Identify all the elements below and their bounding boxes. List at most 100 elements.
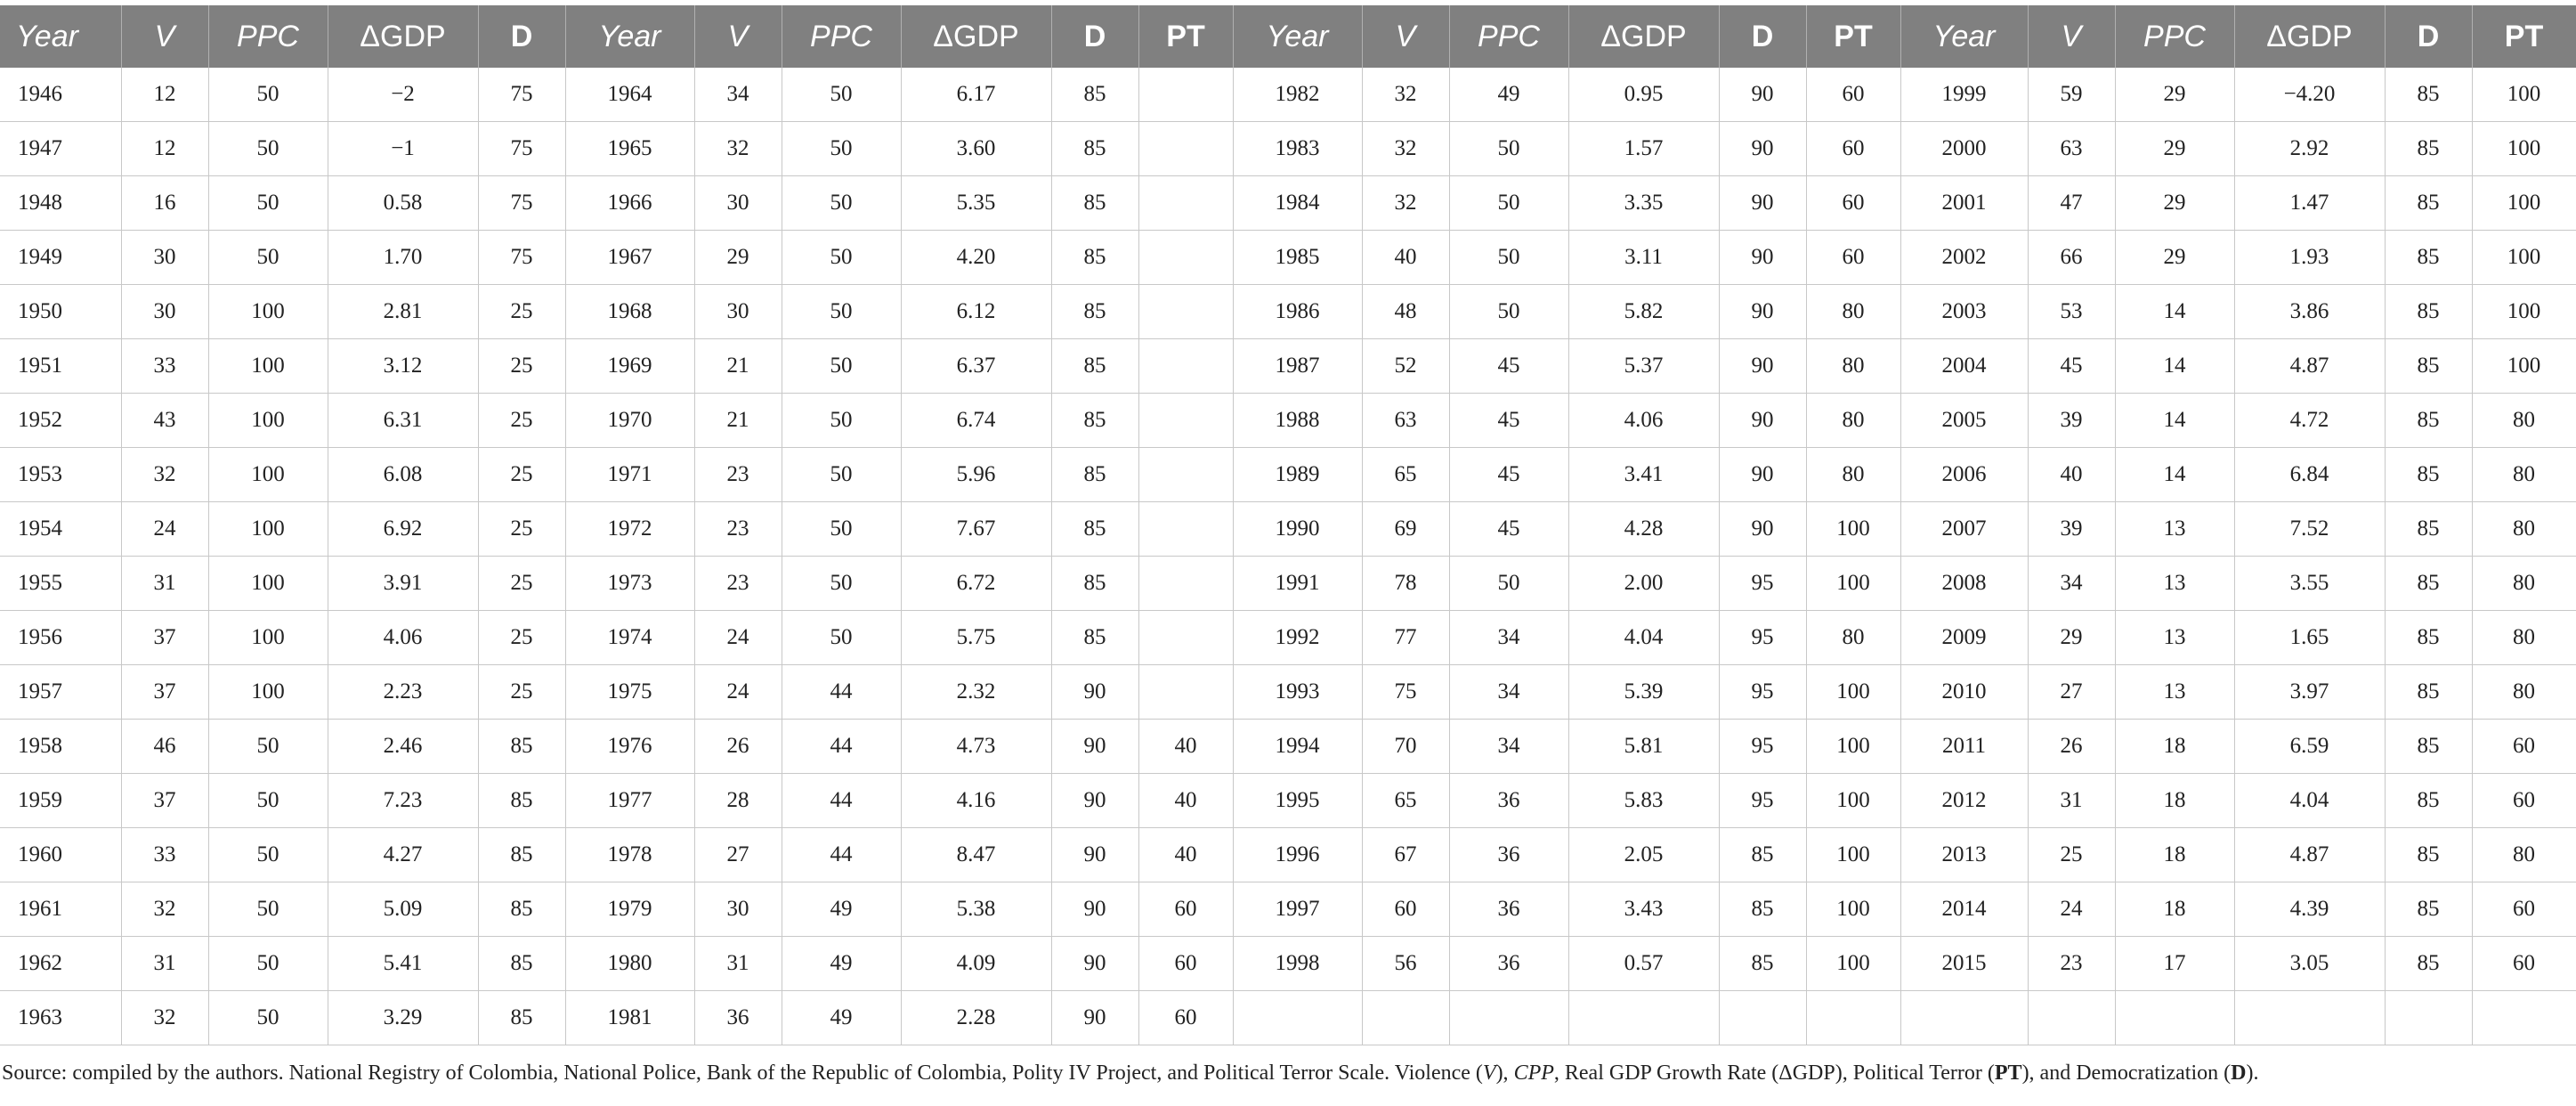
table-cell: 85 <box>1051 556 1139 611</box>
table-cell: 1984 <box>1233 175 1363 231</box>
table-cell: 50 <box>208 121 328 176</box>
column-header: Year <box>1900 5 2029 68</box>
table-cell: 60 <box>2472 882 2576 937</box>
table-cell: 14 <box>2115 393 2235 448</box>
column-header: ΔGDP <box>328 5 479 68</box>
table-cell <box>1138 447 1234 502</box>
table-cell: 2002 <box>1900 230 2029 285</box>
table-cell: 1985 <box>1233 230 1363 285</box>
table-cell: 1950 <box>0 284 122 339</box>
table-cell: 34 <box>2028 556 2116 611</box>
table-cell: 1996 <box>1233 827 1363 882</box>
table-cell: 1952 <box>0 393 122 448</box>
table-cell: 49 <box>782 882 902 937</box>
table-cell: 6.84 <box>2234 447 2386 502</box>
table-cell: 85 <box>1051 447 1139 502</box>
table-cell: 25 <box>478 610 566 665</box>
table-cell: 80 <box>2472 827 2576 882</box>
table-cell: 63 <box>2028 121 2116 176</box>
table-cell: 85 <box>1051 610 1139 665</box>
table-cell: 1947 <box>0 121 122 176</box>
table-cell: 16 <box>121 175 209 231</box>
table-cell: 60 <box>2472 936 2576 991</box>
table-cell: 21 <box>694 393 782 448</box>
table-cell: 5.81 <box>1568 719 1720 774</box>
table-cell: 69 <box>1362 501 1450 557</box>
table-cell: 1976 <box>565 719 695 774</box>
table-cell: 37 <box>121 610 209 665</box>
table-cell: 1962 <box>0 936 122 991</box>
table-cell: 3.86 <box>2234 284 2386 339</box>
table-cell: 1972 <box>565 501 695 557</box>
table-cell: 25 <box>478 393 566 448</box>
table-cell: −4.20 <box>2234 68 2386 122</box>
table-cell: 3.05 <box>2234 936 2386 991</box>
table-cell: 29 <box>694 230 782 285</box>
table-row: 1949 30 50 1.70 75 1967 29 50 4.20 85 1985 40 50 3.11… <box>0 230 2576 285</box>
table-cell: 60 <box>1806 68 1901 122</box>
table-cell: 18 <box>2115 719 2235 774</box>
table-cell: 13 <box>2115 664 2235 720</box>
table-cell: 4.73 <box>901 719 1052 774</box>
table-cell: 50 <box>208 990 328 1045</box>
column-header: V <box>121 5 209 68</box>
table-cell: 2012 <box>1900 773 2029 828</box>
header-row: Year V PPC ΔGDP D Year V PPC ΔGDP D PT Year V PPC ΔGDP… <box>0 5 2576 68</box>
table-cell: 90 <box>1051 882 1139 937</box>
table-cell: 27 <box>2028 664 2116 720</box>
table-cell: 2006 <box>1900 447 2029 502</box>
table-cell <box>1449 990 1569 1045</box>
table-cell: 13 <box>2115 501 2235 557</box>
column-header: D <box>478 5 566 68</box>
table-cell: 1987 <box>1233 338 1363 394</box>
table-cell: 78 <box>1362 556 1450 611</box>
table-cell: 6.37 <box>901 338 1052 394</box>
table-cell: 100 <box>2472 121 2576 176</box>
table-cell: 45 <box>1449 338 1569 394</box>
table-cell: 21 <box>694 338 782 394</box>
table-cell: 50 <box>208 68 328 122</box>
table-cell: 80 <box>1806 284 1901 339</box>
table-cell: 0.95 <box>1568 68 1720 122</box>
table-cell: 90 <box>1051 664 1139 720</box>
table-cell: 1948 <box>0 175 122 231</box>
table-row: 1957 37 100 2.23 25 1975 24 44 2.32 90 1993 75 34 5.3… <box>0 664 2576 720</box>
table-cell <box>2234 990 2386 1045</box>
data-table: Year V PPC ΔGDP D Year V PPC ΔGDP D PT Year V PPC ΔGDP… <box>0 5 2576 1045</box>
table-cell: 1971 <box>565 447 695 502</box>
table-cell: 29 <box>2115 230 2235 285</box>
table-cell: 85 <box>1719 936 1807 991</box>
table-cell: 36 <box>1449 827 1569 882</box>
table-cell: 37 <box>121 773 209 828</box>
table-row: 1961 32 50 5.09 85 1979 30 49 5.38 90 60 1997 60 36 3.… <box>0 882 2576 937</box>
table-cell: 50 <box>782 556 902 611</box>
table-cell: 100 <box>208 338 328 394</box>
table-cell: 70 <box>1362 719 1450 774</box>
table-cell: 2005 <box>1900 393 2029 448</box>
table-cell: 5.09 <box>328 882 479 937</box>
table-cell: 29 <box>2115 68 2235 122</box>
table-cell: 6.74 <box>901 393 1052 448</box>
table-cell: 4.04 <box>1568 610 1720 665</box>
table-cell <box>2472 990 2576 1045</box>
table-cell: 49 <box>782 936 902 991</box>
table-cell: 1.47 <box>2234 175 2386 231</box>
table-cell: 6.12 <box>901 284 1052 339</box>
table-cell: 7.23 <box>328 773 479 828</box>
table-row: 1950 30 100 2.81 25 1968 30 50 6.12 85 1986 48 50 5.8… <box>0 284 2576 339</box>
table-cell: 29 <box>2115 121 2235 176</box>
table-cell: 3.12 <box>328 338 479 394</box>
table-cell: 6.59 <box>2234 719 2386 774</box>
table-cell: 85 <box>478 827 566 882</box>
table-cell: 29 <box>2028 610 2116 665</box>
table-cell: 100 <box>208 284 328 339</box>
table-cell: 1969 <box>565 338 695 394</box>
table-cell: 5.75 <box>901 610 1052 665</box>
table-cell: −1 <box>328 121 479 176</box>
table-cell <box>1138 121 1234 176</box>
table-cell: 100 <box>1806 882 1901 937</box>
table-row: 1959 37 50 7.23 85 1977 28 44 4.16 90 40 1995 65 36 5.… <box>0 773 2576 828</box>
table-cell: 80 <box>1806 338 1901 394</box>
table-cell: 1977 <box>565 773 695 828</box>
table-cell: 85 <box>1051 175 1139 231</box>
